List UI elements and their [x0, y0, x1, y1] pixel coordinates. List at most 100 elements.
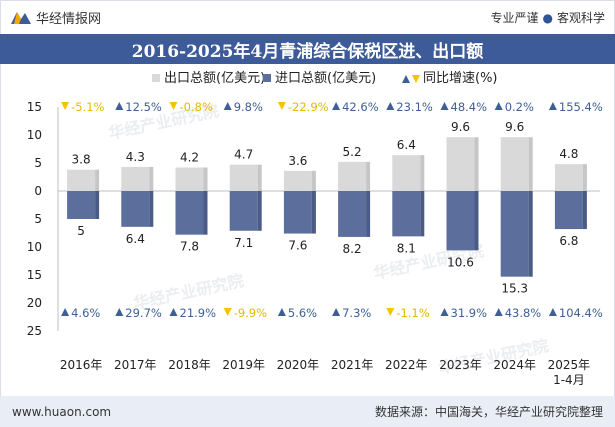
import-value-label: 6.8 — [559, 234, 578, 248]
x-tick-label: 2024年 — [493, 358, 536, 372]
export-value-label: 3.8 — [72, 153, 91, 167]
export-growth-label: 155.4% — [559, 100, 603, 114]
import-bar — [446, 191, 475, 251]
import-bar — [338, 191, 367, 237]
export-bar — [175, 167, 204, 191]
x-tick-label: 2022年 — [385, 358, 428, 372]
export-bar — [338, 161, 367, 191]
import-bar — [121, 191, 150, 227]
x-tick-label: 2019年 — [222, 358, 265, 372]
export-value-label: 4.7 — [234, 148, 253, 162]
export-growth-up-triangle-icon — [223, 102, 232, 110]
import-growth-label: 31.9% — [451, 306, 488, 320]
export-bar-shade — [149, 166, 154, 191]
import-bar — [229, 191, 258, 231]
export-bar-shade — [528, 137, 533, 191]
export-growth-down-triangle-icon — [277, 102, 286, 110]
tagline-right: 客观科学 — [556, 10, 605, 25]
export-bar — [500, 137, 529, 191]
x-tick-label: 2020年 — [277, 358, 320, 372]
import-value-label: 8.1 — [397, 241, 416, 255]
brand-logo-icon — [11, 12, 31, 24]
export-bar-shade — [366, 161, 371, 191]
import-bar-shade — [528, 191, 533, 277]
import-bar-shade — [311, 191, 316, 234]
import-bar — [67, 191, 96, 219]
export-growth-label: -0.8% — [180, 100, 213, 114]
export-value-label: 9.6 — [505, 120, 524, 134]
x-tick-label: 2023年 — [439, 358, 482, 372]
y-tick-label: 5 — [34, 212, 42, 226]
import-bar-shade — [149, 191, 154, 227]
import-growth-label: 104.4% — [559, 306, 603, 320]
export-growth-up-triangle-icon — [332, 102, 341, 110]
import-value-label: 5 — [77, 224, 85, 238]
import-value-label: 8.2 — [343, 242, 362, 256]
x-tick-label: 2025年 1-4月 — [548, 358, 591, 387]
export-growth-down-triangle-icon — [169, 102, 178, 110]
export-bar-shade — [582, 164, 587, 191]
import-bar-shade — [366, 191, 371, 237]
tagline: 专业严谨 ● 客观科学 — [490, 9, 605, 26]
import-bar — [500, 191, 529, 277]
export-growth-label: 42.6% — [342, 100, 379, 114]
export-growth-label: 23.1% — [396, 100, 433, 114]
import-growth-up-triangle-icon — [494, 308, 503, 316]
import-growth-up-triangle-icon — [332, 308, 341, 316]
import-value-label: 6.4 — [126, 232, 145, 246]
import-bar — [283, 191, 312, 234]
import-growth-label: -1.1% — [396, 306, 429, 320]
import-bar — [175, 191, 204, 235]
footer: www.huaon.com 数据来源：中国海关，华经产业研究院整理 — [0, 396, 615, 427]
y-tick-label: 10 — [27, 128, 42, 142]
export-value-label: 6.4 — [397, 138, 416, 152]
export-value-label: 4.8 — [559, 147, 578, 161]
export-growth-label: 9.8% — [234, 100, 263, 114]
legend-up-triangle-icon — [402, 75, 410, 83]
export-growth-up-triangle-icon — [548, 102, 557, 110]
import-growth-label: 4.6% — [71, 306, 100, 320]
y-tick-label: 5 — [34, 156, 42, 170]
legend-down-triangle-icon — [412, 75, 420, 83]
import-bar — [554, 191, 583, 230]
y-tick-label: 10 — [27, 240, 42, 254]
chart-title: 2016-2025年4月青浦综合保税区进、出口额 — [0, 34, 615, 64]
export-growth-up-triangle-icon — [494, 102, 503, 110]
import-growth-up-triangle-icon — [61, 308, 70, 316]
legend-import-label: 进口总额(亿美元) — [275, 71, 376, 86]
import-growth-label: 5.6% — [288, 306, 317, 320]
x-tick-label: 2016年 — [60, 358, 103, 372]
import-bar-shade — [95, 191, 100, 219]
y-tick-label: 15 — [27, 100, 42, 114]
export-growth-up-triangle-icon — [440, 102, 449, 110]
export-bar — [392, 155, 421, 191]
import-growth-up-triangle-icon — [115, 308, 124, 316]
import-bar — [392, 191, 421, 237]
import-growth-down-triangle-icon — [223, 308, 232, 316]
legend-export-swatch — [152, 74, 160, 82]
x-tick-label: 2017年 — [114, 358, 157, 372]
x-tick-label: 2018年 — [168, 358, 211, 372]
export-bar — [554, 164, 583, 191]
brand-name: 华经情报网 — [36, 11, 102, 27]
export-bar-shade — [203, 167, 208, 191]
export-bar-shade — [474, 137, 479, 191]
import-value-label: 15.3 — [501, 282, 528, 296]
export-growth-label: -22.9% — [288, 100, 329, 114]
bullet-icon: ● — [542, 10, 553, 25]
export-bar — [67, 169, 96, 191]
tagline-left: 专业严谨 — [490, 10, 539, 25]
footer-website[interactable]: www.huaon.com — [12, 404, 112, 419]
export-bar-shade — [95, 169, 100, 191]
import-growth-up-triangle-icon — [169, 308, 178, 316]
import-value-label: 10.6 — [447, 255, 474, 269]
export-bar — [446, 137, 475, 191]
export-growth-down-triangle-icon — [61, 102, 70, 110]
import-value-label: 7.8 — [180, 240, 199, 254]
import-growth-label: -9.9% — [234, 306, 267, 320]
export-value-label: 4.2 — [180, 150, 199, 164]
import-growth-label: 29.7% — [125, 306, 162, 320]
import-growth-label: 7.3% — [342, 306, 371, 320]
import-growth-up-triangle-icon — [440, 308, 449, 316]
import-bar-shade — [203, 191, 208, 235]
